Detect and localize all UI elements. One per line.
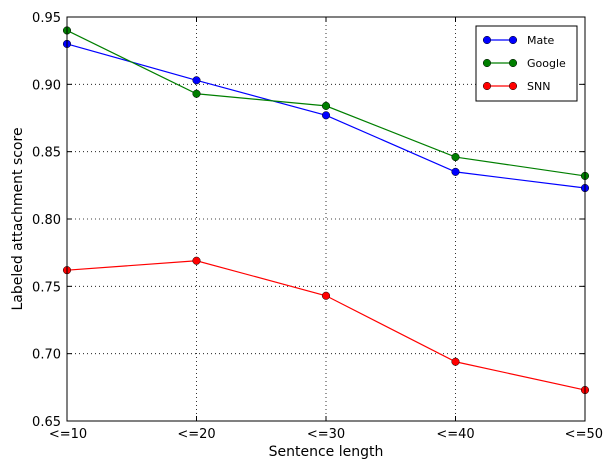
- data-point: [192, 89, 201, 98]
- legend-marker: [508, 81, 518, 91]
- legend-label: Mate: [527, 34, 555, 47]
- y-tick-label: 0.90: [32, 78, 61, 93]
- x-tick-label: <=50: [565, 427, 603, 442]
- y-tick-label: 0.75: [32, 280, 61, 295]
- data-point: [321, 111, 331, 120]
- x-axis-label: Sentence length: [269, 444, 384, 460]
- data-point: [321, 291, 331, 300]
- series-snn: [62, 256, 590, 395]
- legend: Mate Google SNN: [475, 25, 578, 102]
- y-axis-label: Labeled attachment score: [10, 127, 26, 310]
- legend-label: Google: [527, 57, 566, 70]
- grid-lines: [67, 17, 585, 421]
- series-layer: [62, 26, 590, 395]
- data-point: [451, 153, 460, 162]
- y-tick-label: 0.65: [32, 415, 61, 430]
- series-mate: [62, 39, 590, 193]
- x-tick-label: <=30: [307, 427, 345, 442]
- x-tick-label: <=40: [436, 427, 474, 442]
- y-tick-label: 0.70: [32, 348, 61, 363]
- y-tick-label: 0.95: [32, 11, 61, 26]
- x-tick-label: <=20: [177, 427, 215, 442]
- legend-label: SNN: [527, 80, 550, 93]
- legend-marker: [482, 81, 492, 91]
- data-point: [192, 256, 201, 265]
- legend-marker: [508, 58, 518, 68]
- data-point: [321, 101, 331, 110]
- legend-marker: [482, 58, 492, 68]
- axis-ticks: 0.65 0.70 0.75 0.80 0.85 0.90 0.95 <=10 <=20 <=30…: [32, 11, 603, 442]
- data-point: [192, 76, 201, 85]
- x-tick-label: <=10: [49, 427, 87, 442]
- legend-marker: [508, 35, 518, 45]
- data-point: [451, 357, 460, 366]
- legend-marker: [482, 35, 492, 45]
- data-point: [451, 167, 460, 176]
- y-tick-label: 0.80: [32, 213, 61, 228]
- y-tick-label: 0.85: [32, 146, 61, 161]
